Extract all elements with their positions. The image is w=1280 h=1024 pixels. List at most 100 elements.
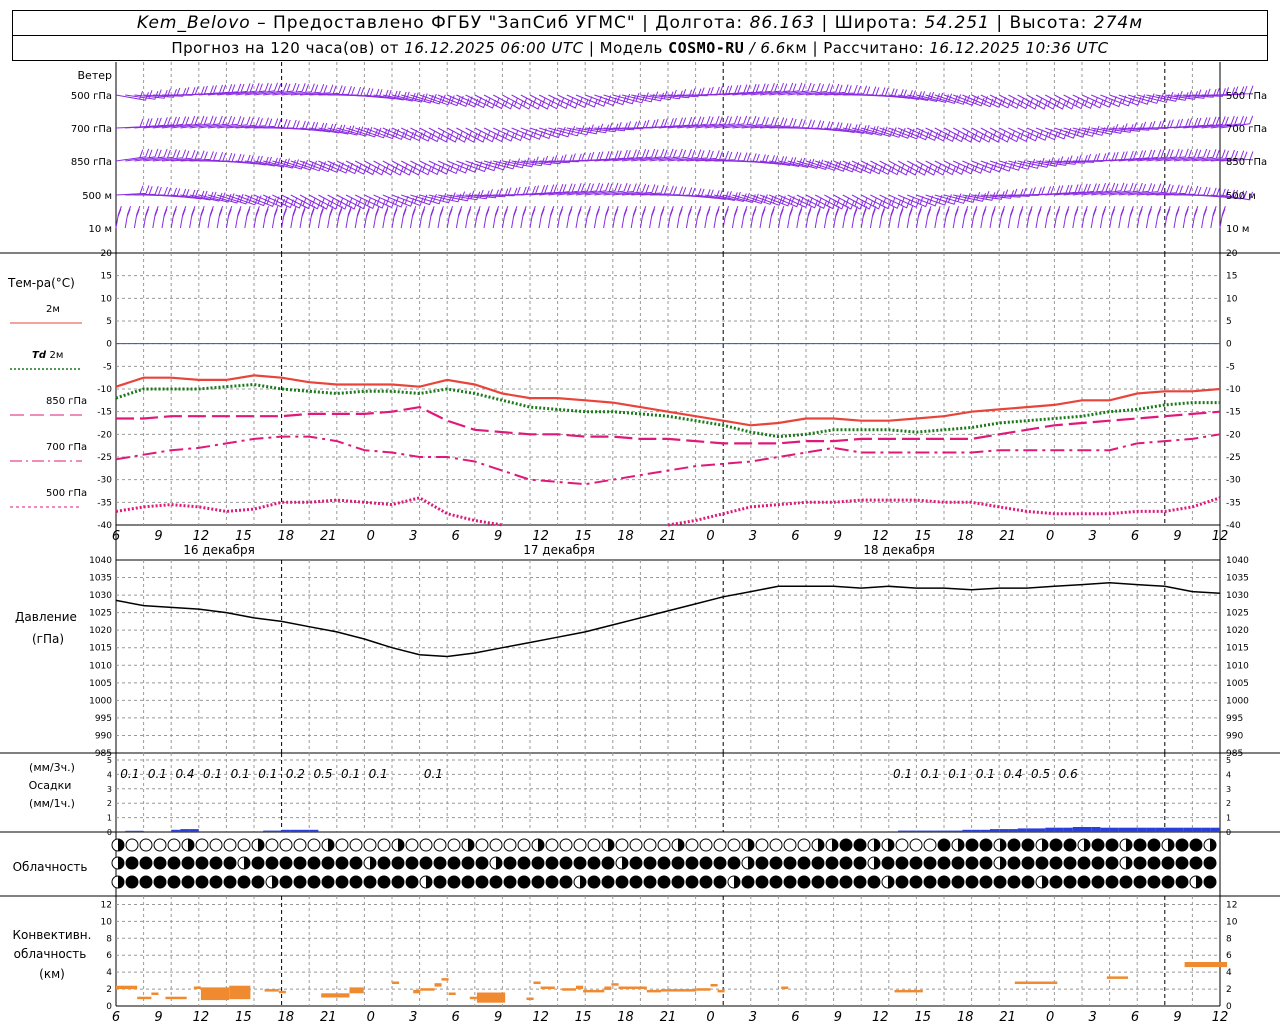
wind-barb	[557, 206, 564, 229]
longitude-value: 86.163	[749, 13, 816, 33]
convective-cloud-bar	[278, 990, 286, 994]
temp-ytick-left: 5	[106, 317, 112, 327]
wind-barb	[198, 206, 205, 229]
conv-ytick-left: 0	[106, 1002, 112, 1012]
wind-barb	[1063, 206, 1070, 229]
wind-barb	[915, 206, 923, 229]
wind-barb	[198, 115, 232, 129]
wind-barb	[796, 206, 803, 229]
wind-barb	[677, 149, 711, 162]
pressure-ytick-left: 990	[95, 731, 112, 741]
conv-ytick-right: 12	[1226, 900, 1237, 910]
cloud-symbol-half	[468, 839, 474, 851]
cloud-symbol-fill	[658, 857, 670, 869]
hour-tick-label-bottom: 12	[1212, 1010, 1229, 1024]
cloud-symbol-half	[258, 839, 264, 851]
cloud-symbol	[405, 838, 419, 852]
cloud-symbol	[125, 838, 139, 852]
temp-legend-label: 700 гПа	[46, 442, 87, 453]
wind-barb	[722, 206, 730, 229]
convective-cloud-bar	[604, 986, 612, 990]
cloud-symbol-half	[874, 857, 880, 869]
wind-barb	[161, 206, 168, 229]
cloud-symbol-fill	[1106, 839, 1118, 851]
cloud-symbol-fill	[798, 857, 810, 869]
wind-barb	[1118, 94, 1151, 105]
cloud-symbol	[475, 838, 489, 852]
hour-tick-label: 12	[872, 529, 889, 544]
cloud-symbol-fill	[1190, 857, 1202, 869]
cloud-symbol-fill	[406, 857, 418, 869]
wind-barb	[1081, 182, 1116, 196]
precip-bar	[990, 829, 1000, 832]
wind-barb	[695, 206, 702, 229]
wind-barb	[787, 194, 819, 209]
conv-ytick-left: 4	[106, 968, 112, 978]
wind-level-label-left: 850 гПа	[71, 157, 112, 168]
cloud-symbol-fill	[1176, 876, 1188, 888]
wind-barb	[750, 117, 785, 129]
wind-barb	[308, 206, 316, 229]
cloud-symbol-fill	[910, 876, 922, 888]
pressure-ytick-left: 1030	[89, 591, 112, 601]
cloud-symbol-fill	[476, 857, 488, 869]
cloud-symbol-fill	[1064, 839, 1076, 851]
wind-barb	[244, 206, 251, 229]
cloud-symbol	[195, 838, 209, 852]
wind-barb	[465, 206, 472, 229]
cloud-symbol-fill	[392, 857, 404, 869]
wind-barb	[354, 206, 362, 229]
precip-ytick-right: 4	[1226, 770, 1231, 779]
day-label: 16 декабря	[183, 543, 255, 557]
cloud-symbol-half	[1042, 839, 1048, 851]
calc-time: 16.12.2025 10:36 UTC	[929, 39, 1109, 57]
wind-barb	[299, 84, 334, 96]
wind-barb	[612, 149, 647, 162]
precip-ytick-right: 3	[1226, 785, 1231, 794]
wind-barb	[1044, 206, 1052, 229]
cloud-symbol-fill	[336, 857, 348, 869]
precip-3h-label: 0.1	[258, 767, 277, 781]
wind-barb	[777, 206, 785, 229]
cloud-symbol-half	[1084, 839, 1090, 851]
wind-barb	[1109, 182, 1143, 196]
wind-barb	[603, 206, 610, 229]
wind-level-label-right: 700 гПа	[1226, 124, 1267, 135]
wind-barb	[401, 194, 434, 206]
precip-bar	[198, 831, 208, 832]
wind-barb	[713, 206, 720, 229]
wind-barb	[906, 206, 914, 229]
temp-ytick-right: -35	[1226, 498, 1241, 508]
wind-barb	[1146, 184, 1180, 196]
cloud-symbol-fill	[504, 876, 516, 888]
wind-barb	[723, 83, 757, 96]
pressure-line	[115, 582, 1221, 658]
cloud-symbol-fill	[588, 857, 600, 869]
cloud-symbol-fill	[196, 876, 208, 888]
convective-cloud-bar	[151, 992, 159, 995]
conv-ytick-right: 10	[1226, 917, 1238, 927]
temp-ytick-right: 0	[1226, 340, 1232, 350]
cloud-symbol-fill	[980, 857, 992, 869]
temp-series-line	[116, 405, 1221, 445]
cloud-symbol-fill	[224, 876, 236, 888]
cloud-symbol	[909, 838, 923, 852]
convective-cloud-bar	[710, 984, 718, 987]
wind-barb	[226, 117, 260, 129]
wind-barb	[1201, 115, 1235, 129]
wind-barb	[207, 83, 242, 96]
cloud-symbol-fill	[420, 857, 432, 869]
cloud-symbol-half	[328, 839, 334, 851]
cloud-symbol-fill	[294, 876, 306, 888]
pressure-ytick-left: 1040	[89, 556, 112, 566]
convective-cloud-bar	[894, 989, 923, 993]
wind-barb	[1127, 183, 1162, 196]
pressure-ytick-right: 990	[1226, 731, 1243, 741]
pressure-ytick-right: 1005	[1226, 679, 1249, 689]
cloud-symbol-fill	[182, 857, 194, 869]
wind-barb	[207, 206, 214, 229]
hour-tick-label: 6	[112, 529, 120, 544]
pressure-unit: (гПа)	[32, 632, 64, 646]
wind-barb	[658, 116, 693, 129]
wind-barb	[290, 84, 325, 96]
